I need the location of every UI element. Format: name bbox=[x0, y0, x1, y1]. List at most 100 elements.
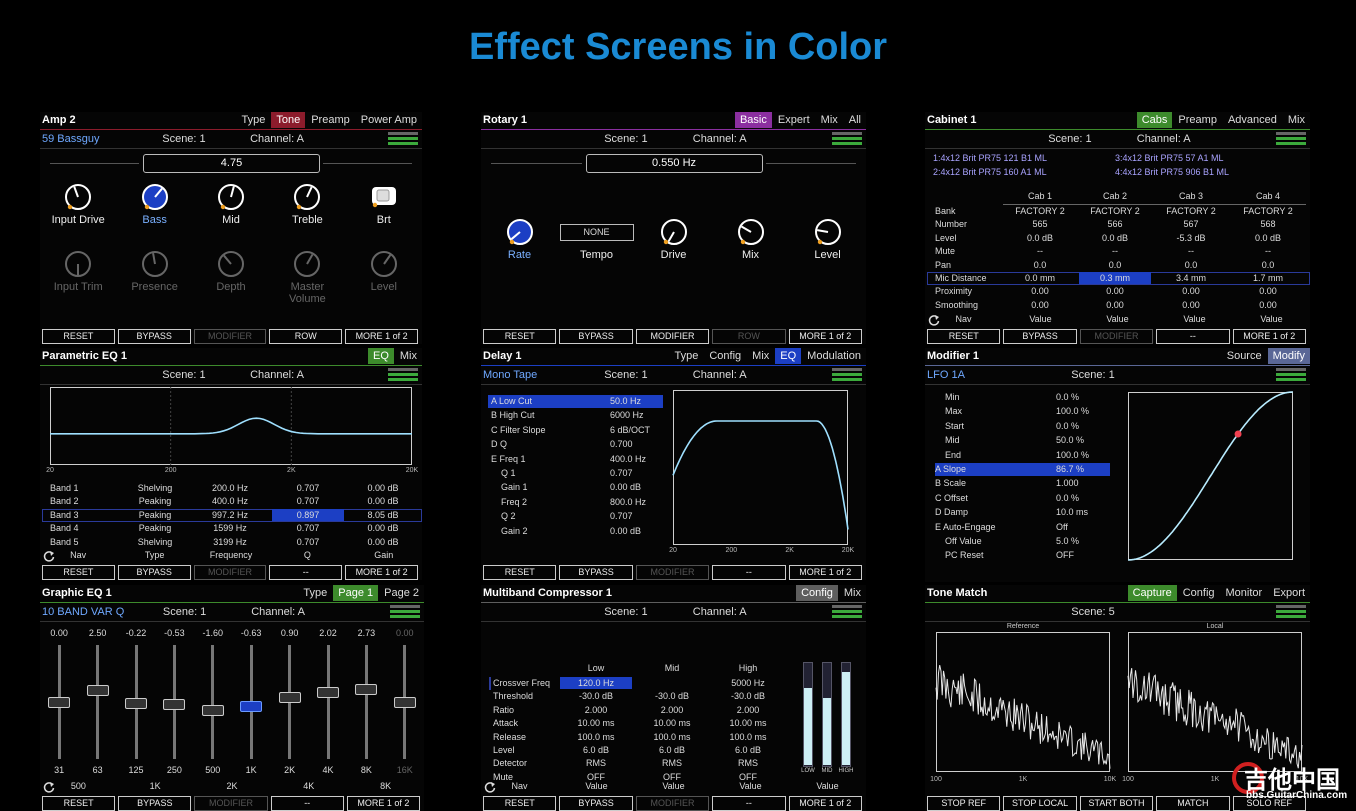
cell-value: 0.00 dB bbox=[367, 496, 399, 507]
level-meter bbox=[390, 615, 420, 618]
button[interactable]: MORE 1 of 2 bbox=[788, 565, 862, 580]
button: ROW bbox=[712, 329, 786, 344]
row-outline bbox=[489, 677, 491, 691]
cell-value: 1599 Hz bbox=[213, 523, 247, 534]
button[interactable]: -- bbox=[712, 796, 786, 811]
button[interactable]: BYPASS bbox=[559, 565, 633, 580]
button[interactable]: STOP LOCAL bbox=[1003, 796, 1077, 811]
tab[interactable]: Preamp bbox=[1178, 114, 1217, 126]
tab[interactable]: Preamp bbox=[311, 114, 350, 126]
tab[interactable]: Config bbox=[709, 350, 742, 362]
button[interactable]: -- bbox=[270, 796, 344, 811]
tab[interactable]: Mix bbox=[1287, 114, 1305, 126]
tab[interactable]: Page 2 bbox=[384, 587, 419, 599]
button[interactable]: -- bbox=[269, 565, 343, 580]
column-header: Cab 1 bbox=[1027, 191, 1053, 201]
button[interactable]: MORE 1 of 2 bbox=[1232, 329, 1306, 344]
tab[interactable]: Mix bbox=[752, 350, 770, 362]
scene-label: Scene: 5 bbox=[1071, 606, 1115, 618]
row-label: Band 2 bbox=[50, 496, 79, 507]
level-meter bbox=[832, 137, 862, 140]
button[interactable]: BYPASS bbox=[559, 329, 633, 344]
button[interactable]: ROW bbox=[269, 329, 343, 344]
nav-label: Nav bbox=[955, 314, 972, 324]
tab[interactable]: Config bbox=[796, 585, 838, 601]
effect-panel: Amp 2 Type Tone Preamp Power Amp 59 Bassguy Sc… bbox=[40, 112, 422, 344]
button[interactable]: MODIFIER bbox=[635, 329, 710, 344]
button[interactable]: RESET bbox=[42, 329, 115, 344]
fader-value: -1.60 bbox=[202, 628, 224, 638]
spectrum bbox=[1127, 668, 1303, 769]
button[interactable]: BYPASS bbox=[118, 796, 192, 811]
button[interactable]: MORE 1 of 2 bbox=[345, 565, 418, 580]
button[interactable]: MORE 1 of 2 bbox=[788, 329, 862, 344]
tab[interactable]: All bbox=[848, 114, 861, 126]
button[interactable]: -- bbox=[1156, 329, 1230, 344]
effect-panel: Delay 1 Type Config Mix EQ Modulation Mono Tap… bbox=[481, 348, 866, 580]
level-meter bbox=[832, 378, 862, 381]
tab[interactable]: EQ bbox=[775, 348, 802, 364]
button[interactable]: BYPASS bbox=[1003, 329, 1077, 344]
graph-title: Reference bbox=[1006, 623, 1040, 630]
button[interactable]: RESET bbox=[483, 565, 557, 580]
tab[interactable]: Page 1 bbox=[333, 585, 379, 601]
tab[interactable]: Power Amp bbox=[360, 114, 417, 126]
button[interactable]: RESET bbox=[42, 796, 116, 811]
tab[interactable]: Advanced bbox=[1227, 114, 1277, 126]
channel-label: Channel: A bbox=[250, 133, 304, 145]
tab[interactable]: Monitor bbox=[1225, 587, 1263, 599]
cell-value: 3199 Hz bbox=[213, 536, 247, 547]
button[interactable]: RESET bbox=[483, 796, 557, 811]
tab[interactable]: Modulation bbox=[807, 350, 861, 362]
tab[interactable]: Modify bbox=[1267, 348, 1310, 364]
button[interactable]: BYPASS bbox=[117, 565, 191, 580]
graph bbox=[1128, 391, 1293, 561]
row-label: Q 1 bbox=[501, 468, 516, 478]
button[interactable]: MORE 1 of 2 bbox=[788, 796, 862, 811]
row-label: D Damp bbox=[935, 507, 969, 518]
tab[interactable]: Expert bbox=[777, 114, 810, 126]
knob-ring bbox=[65, 251, 92, 277]
button[interactable]: BYPASS bbox=[117, 329, 191, 344]
tab[interactable]: Mix bbox=[399, 350, 417, 362]
nav-icon bbox=[43, 551, 55, 562]
button[interactable]: STOP REF bbox=[927, 796, 1001, 811]
tab[interactable]: Tone bbox=[271, 112, 306, 128]
row-label: D Q bbox=[491, 439, 508, 450]
effect-panel: Parametric EQ 1 EQ Mix Scene: 1 Channel: A 20… bbox=[40, 348, 422, 580]
tab[interactable]: Config bbox=[1182, 587, 1215, 599]
channel-label: Channel: A bbox=[692, 606, 747, 618]
knob-label: Tempo bbox=[579, 249, 614, 261]
button[interactable]: BYPASS bbox=[559, 796, 633, 811]
tab[interactable]: Export bbox=[1273, 587, 1305, 599]
tab[interactable]: Basic bbox=[734, 112, 772, 128]
tab[interactable]: Mix bbox=[843, 587, 861, 599]
tab[interactable]: Source bbox=[1226, 350, 1262, 362]
row-label: Mic Distance bbox=[935, 273, 987, 283]
tab[interactable]: Mix bbox=[820, 114, 838, 126]
panel-title: Graphic EQ 1 bbox=[42, 587, 112, 599]
cell-value: 100.0 ms bbox=[577, 731, 615, 742]
fader-cap bbox=[48, 697, 71, 708]
row-label: Pan bbox=[935, 259, 952, 270]
fader-value: -0.53 bbox=[164, 628, 185, 638]
tab[interactable]: Capture bbox=[1127, 585, 1177, 601]
button[interactable]: MORE 1 of 2 bbox=[346, 796, 420, 811]
watermark-site: bbs.GuitarChina.com bbox=[1246, 790, 1348, 801]
button[interactable]: MORE 1 of 2 bbox=[345, 329, 418, 344]
tab[interactable]: Cabs bbox=[1136, 112, 1173, 128]
knob bbox=[141, 184, 168, 210]
button[interactable]: RESET bbox=[42, 565, 115, 580]
button[interactable]: START BOTH bbox=[1079, 796, 1154, 811]
scene-label: Scene: 1 bbox=[604, 133, 648, 145]
tab[interactable]: EQ bbox=[367, 348, 394, 364]
graph-title: Local bbox=[1206, 623, 1224, 630]
button[interactable]: RESET bbox=[927, 329, 1001, 344]
graph-axis-label: 10K bbox=[1295, 776, 1309, 783]
effect-panel: Graphic EQ 1 Type Page 1 Page 2 10 BAND VAR … bbox=[40, 585, 424, 811]
button[interactable]: -- bbox=[712, 565, 786, 580]
button[interactable]: RESET bbox=[483, 329, 557, 344]
cell-value: 10.00 ms bbox=[729, 718, 767, 729]
button[interactable]: MATCH bbox=[1156, 796, 1230, 811]
cell-value: -- bbox=[1265, 246, 1271, 257]
